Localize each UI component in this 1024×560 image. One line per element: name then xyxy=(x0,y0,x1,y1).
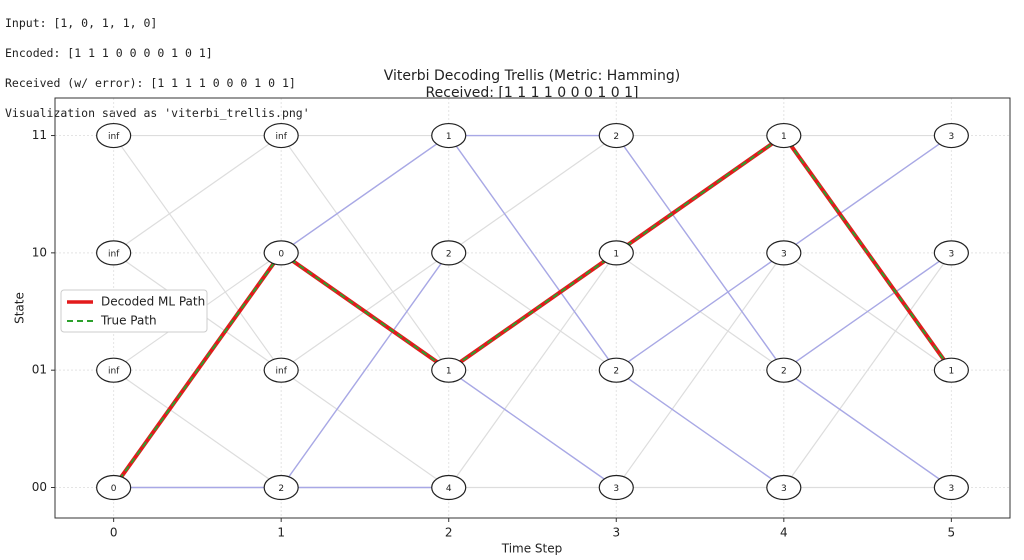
survivor-edge xyxy=(783,369,952,489)
state-node xyxy=(933,122,969,149)
state-node xyxy=(263,357,299,383)
node-metric: 2 xyxy=(278,484,284,494)
node-metric: 1 xyxy=(613,249,619,259)
x-tick-label: 5 xyxy=(948,526,956,540)
y-tick-label: 11 xyxy=(32,128,47,142)
node-metric: 0 xyxy=(278,249,284,259)
trellis-edge xyxy=(113,135,282,371)
node-metric: 0 xyxy=(111,484,117,494)
node-metric: 3 xyxy=(781,249,787,259)
node-metric: 1 xyxy=(948,367,954,377)
state-node xyxy=(431,240,467,266)
x-tick-label: 1 xyxy=(277,526,285,540)
state-node xyxy=(598,240,634,266)
trellis-edge xyxy=(280,369,450,488)
state-node xyxy=(96,122,132,149)
state-node xyxy=(598,122,634,149)
state-node xyxy=(766,357,802,383)
x-tick-label: 0 xyxy=(110,526,118,540)
state-node xyxy=(431,122,467,149)
trellis-edge xyxy=(448,252,617,488)
trellis-edge xyxy=(113,135,282,254)
node-metric: inf xyxy=(108,367,120,377)
console-line: Received (w/ error): [1 1 1 1 0 0 0 1 0 … xyxy=(5,76,296,90)
node-metric: inf xyxy=(108,132,120,142)
plot-frame xyxy=(54,97,1011,519)
survivor-edge xyxy=(783,252,952,371)
node-metric: 1 xyxy=(781,132,787,142)
state-node xyxy=(431,357,467,383)
chart-subtitle: Received: [1 1 1 1 0 0 0 1 0 1] xyxy=(426,85,639,101)
node-metric: 3 xyxy=(948,132,954,142)
node-metric: inf xyxy=(275,367,287,377)
node-metric: 3 xyxy=(781,484,787,494)
survivor-edge xyxy=(615,135,785,371)
console-output: Input: [1, 0, 1, 1, 0] Encoded: [1 1 1 0… xyxy=(5,1,310,136)
node-metric: inf xyxy=(108,249,120,259)
node-metric: inf xyxy=(275,132,287,142)
trellis-edge xyxy=(280,135,450,371)
survivor-edge xyxy=(783,134,952,254)
trellis-edge xyxy=(113,369,282,488)
legend-label: True Path xyxy=(100,314,157,328)
state-node xyxy=(598,357,634,383)
node-metric: 3 xyxy=(613,484,619,494)
node-metric: 4 xyxy=(446,484,452,494)
trellis-edge xyxy=(615,252,785,488)
console-line: Input: [1, 0, 1, 1, 0] xyxy=(5,16,158,30)
node-metric: 3 xyxy=(948,249,954,259)
node-metric: 2 xyxy=(613,132,619,142)
node-metric: 1 xyxy=(446,367,452,377)
y-axis-label: State xyxy=(13,292,27,324)
console-line: Encoded: [1 1 1 0 0 0 0 1 0 1] xyxy=(5,46,213,60)
x-tick-label: 3 xyxy=(612,526,620,540)
state-node xyxy=(263,240,299,266)
state-node xyxy=(263,474,299,501)
node-metric: 2 xyxy=(613,367,619,377)
path-line xyxy=(112,134,953,489)
trellis-edge xyxy=(783,252,952,488)
node-metric: 1 xyxy=(446,132,452,142)
x-tick-label: 2 xyxy=(445,526,453,540)
survivor-edge xyxy=(615,252,785,371)
survivor-edge xyxy=(448,135,617,371)
state-node xyxy=(96,474,132,501)
state-node xyxy=(598,474,634,501)
state-node xyxy=(933,240,969,266)
survivor-edge xyxy=(448,369,617,489)
x-tick-label: 4 xyxy=(780,526,788,540)
state-node xyxy=(431,474,467,501)
y-tick-label: 00 xyxy=(32,480,47,494)
node-metric: 2 xyxy=(781,367,787,377)
node-metric: 3 xyxy=(948,484,954,494)
trellis-edge xyxy=(448,135,617,254)
console-line: Visualization saved as 'viterbi_trellis.… xyxy=(5,106,310,120)
survivor-edge xyxy=(280,134,450,254)
state-node xyxy=(766,240,802,266)
legend-label: Decoded ML Path xyxy=(101,295,205,309)
y-tick-label: 01 xyxy=(32,363,47,377)
survivor-edge xyxy=(615,369,785,489)
survivor-edge xyxy=(280,252,450,488)
state-node xyxy=(933,474,969,501)
x-axis-label: Time Step xyxy=(501,542,563,556)
state-node xyxy=(263,122,299,149)
legend-box xyxy=(60,289,208,333)
state-node xyxy=(766,474,802,501)
state-node xyxy=(96,357,132,383)
state-node xyxy=(766,122,802,149)
node-metric: 2 xyxy=(446,249,452,259)
state-node xyxy=(96,240,132,266)
state-node xyxy=(933,357,969,383)
chart-title: Viterbi Decoding Trellis (Metric: Hammin… xyxy=(384,68,681,84)
y-tick-label: 10 xyxy=(32,245,47,259)
